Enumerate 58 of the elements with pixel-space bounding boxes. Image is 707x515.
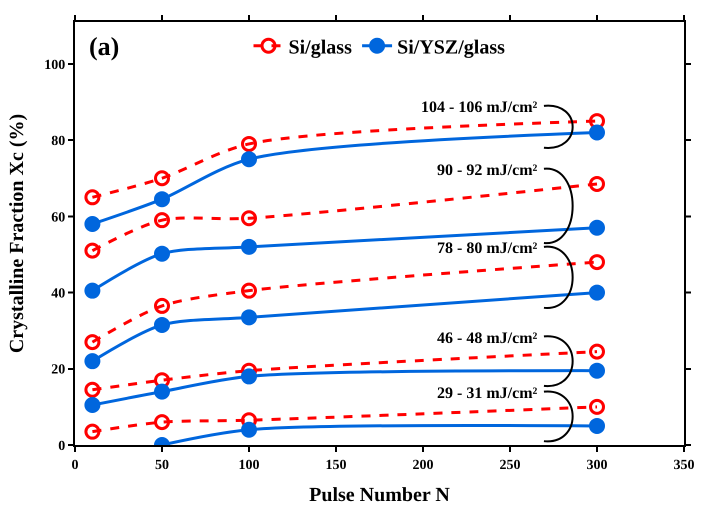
annotation: 90 - 92 mJ/cm² <box>437 162 538 179</box>
point <box>84 396 100 413</box>
legend-label: Si/YSZ/glass <box>397 36 506 59</box>
point <box>589 124 605 141</box>
point <box>84 353 100 370</box>
point <box>241 309 257 326</box>
y-axis-title: Crystalline Fraction Xc (%) <box>6 114 28 354</box>
annotation: 104 - 106 mJ/cm² <box>421 99 538 116</box>
x-tick-label: 350 <box>674 458 694 473</box>
y-tick-label: 40 <box>51 286 66 302</box>
point <box>589 284 605 301</box>
x-tick-label: 300 <box>586 458 608 473</box>
point <box>589 220 605 236</box>
y-tick-label: 60 <box>51 210 66 226</box>
point <box>84 242 100 259</box>
y-tick-label: 100 <box>44 58 66 73</box>
point <box>84 382 100 398</box>
y-tick-label: 0 <box>58 438 66 454</box>
y-tick-label: 20 <box>51 362 66 378</box>
x-tick-label: 0 <box>72 458 78 473</box>
point <box>241 422 257 438</box>
point <box>84 216 100 232</box>
point <box>84 334 100 350</box>
x-tick-label: 50 <box>155 458 169 473</box>
point <box>589 362 605 379</box>
point <box>84 424 100 440</box>
x-tick-label: 200 <box>412 458 434 473</box>
y-tick-label: 80 <box>51 134 66 150</box>
annotation: (a) <box>89 32 120 61</box>
point <box>241 282 257 299</box>
point <box>241 238 257 255</box>
point <box>589 398 605 415</box>
annotation: 78 - 80 mJ/cm² <box>437 240 538 257</box>
point <box>154 191 170 208</box>
x-tick-label: 150 <box>326 458 346 473</box>
point <box>589 418 605 434</box>
x-tick-label: 250 <box>500 458 520 473</box>
point <box>241 368 257 384</box>
point <box>154 384 170 400</box>
point <box>154 170 170 186</box>
point <box>154 414 170 430</box>
point <box>154 316 170 333</box>
point <box>241 151 257 168</box>
x-axis-title: Pulse Number N <box>309 484 450 506</box>
x-tick-label: 100 <box>238 458 260 473</box>
annotation: 46 - 48 mJ/cm² <box>437 330 538 347</box>
point <box>84 282 100 299</box>
point <box>589 254 605 270</box>
point <box>589 344 605 360</box>
point <box>241 136 257 152</box>
point <box>84 189 100 206</box>
legend-label: Si/glass <box>288 36 352 59</box>
point <box>241 210 257 226</box>
point <box>154 298 170 314</box>
point <box>589 176 605 192</box>
point <box>154 246 170 262</box>
point <box>154 212 170 228</box>
annotation: 29 - 31 mJ/cm² <box>437 385 538 402</box>
